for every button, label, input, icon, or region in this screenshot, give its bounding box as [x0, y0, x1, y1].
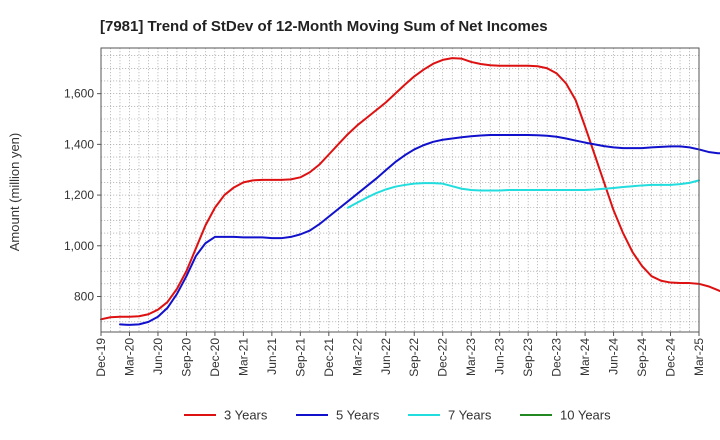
- x-tick-label: Sep-20: [179, 338, 193, 377]
- x-tick-label: Sep-23: [521, 338, 535, 377]
- chart-title: [7981] Trend of StDev of 12-Month Moving…: [100, 18, 548, 35]
- series-line-3-years: [100, 57, 720, 321]
- x-tick-label: Mar-21: [236, 338, 250, 376]
- x-tick-label: Jun-22: [379, 338, 393, 375]
- x-tick-label: Jun-24: [607, 338, 621, 375]
- x-tick-label: Dec-21: [322, 338, 336, 377]
- axes: 800 1,000 1,200 1,400 1,600 Dec-19 Mar-20 Jun-2…: [64, 47, 706, 377]
- y-axis-label: Amount (million yen): [7, 133, 22, 252]
- plot-border: [100, 47, 700, 333]
- x-tick-label: Mar-24: [578, 338, 592, 376]
- legend: 3 Years 5 Years 7 Years 10 Years: [184, 408, 611, 423]
- y-tick-label: 1,600: [64, 87, 94, 101]
- y-tick-label: 800: [74, 290, 94, 304]
- series-lines: [100, 57, 720, 326]
- y-tick-label: 1,200: [64, 188, 94, 202]
- legend-label-7-years: 7 Years: [448, 408, 492, 423]
- x-tick-label: Dec-22: [436, 338, 450, 377]
- y-tick-label: 1,400: [64, 137, 94, 151]
- x-tick-label: Sep-24: [635, 338, 649, 377]
- x-tick-label: Mar-23: [464, 338, 478, 376]
- y-tick-label: 1,000: [64, 239, 94, 253]
- x-tick-label: Jun-23: [493, 338, 507, 375]
- x-tick-label: Jun-20: [151, 338, 165, 375]
- x-tick-label: Sep-22: [407, 338, 421, 377]
- legend-label-5-years: 5 Years: [336, 408, 380, 423]
- x-tick-label: Mar-22: [350, 338, 364, 376]
- x-tick-label: Dec-20: [208, 338, 222, 377]
- legend-label-3-years: 3 Years: [224, 408, 268, 423]
- x-tick-label: Dec-24: [664, 338, 678, 377]
- x-tick-label: Mar-20: [122, 338, 136, 376]
- x-tick-label: Dec-23: [550, 338, 564, 377]
- x-tick-label: Sep-21: [293, 338, 307, 377]
- x-tick-label: Dec-19: [94, 338, 108, 377]
- plot-area: [101, 48, 699, 332]
- series-line-7-years: [346, 179, 700, 209]
- series-line-5-years: [118, 133, 720, 326]
- grid: [101, 48, 699, 332]
- x-tick-label: Jun-21: [265, 338, 279, 375]
- x-tick-label: Mar-25: [692, 338, 706, 376]
- legend-label-10-years: 10 Years: [560, 408, 611, 423]
